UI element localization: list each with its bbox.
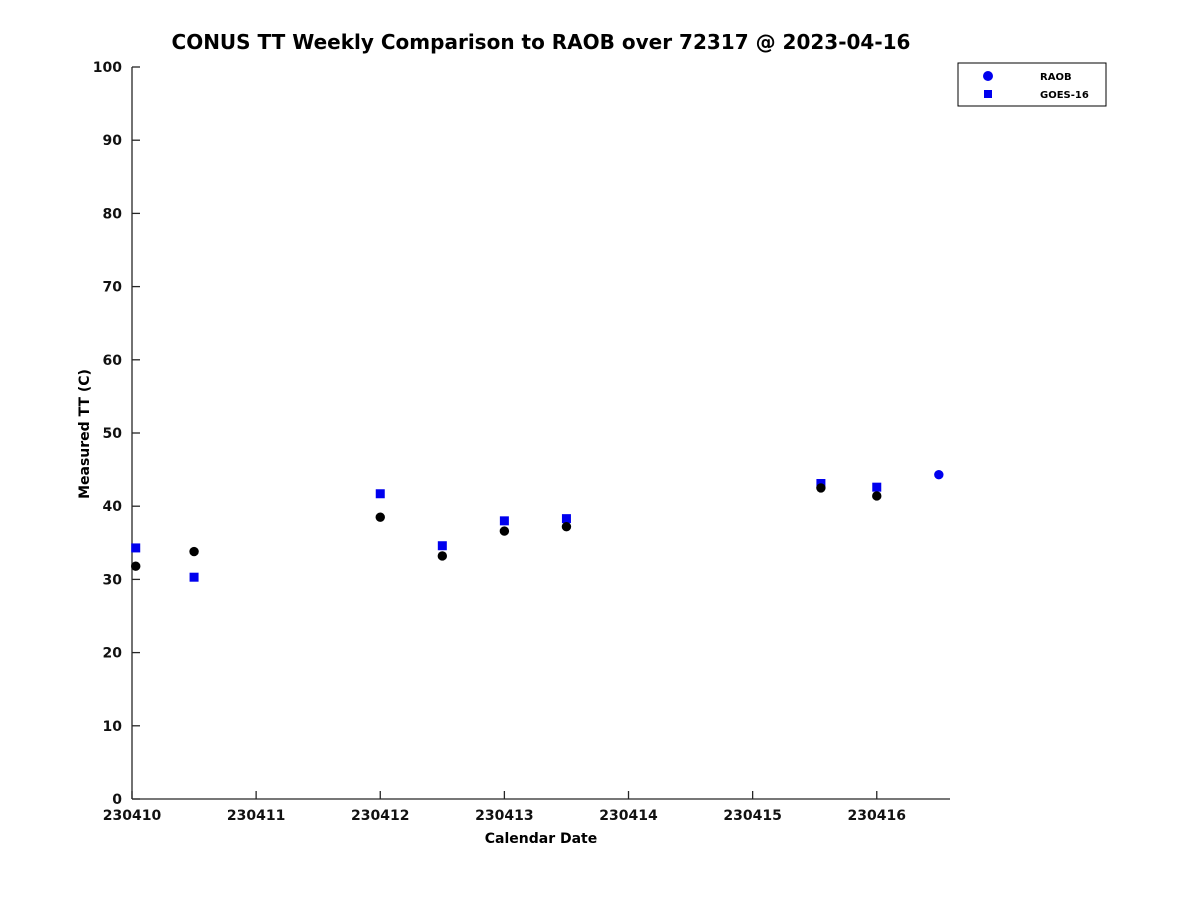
data-point (934, 470, 944, 480)
y-tick-label: 50 (103, 426, 123, 442)
data-point (499, 526, 510, 536)
y-tick-label: 70 (103, 280, 123, 296)
y-tick-label: 0 (112, 792, 122, 808)
y-tick-label: 10 (103, 719, 123, 735)
data-point (375, 489, 385, 499)
data-point (131, 543, 141, 553)
data-point (561, 521, 572, 532)
y-tick-label: 80 (103, 206, 123, 222)
x-tick-label: 230411 (227, 808, 285, 824)
legend: RAOB GOES-16 (957, 62, 1107, 107)
data-point (437, 551, 448, 561)
x-axis-label: Calendar Date (484, 831, 598, 847)
y-axis-ticks: 0 10 20 30 40 50 60 70 80 90 100 (93, 60, 140, 808)
data-point (437, 541, 447, 551)
y-tick-label: 40 (103, 499, 123, 515)
y-tick-label: 100 (93, 60, 122, 76)
legend-label: RAOB (1040, 72, 1072, 83)
data-point (189, 572, 199, 582)
y-tick-label: 60 (103, 353, 123, 369)
y-tick-label: 90 (103, 133, 123, 149)
data-point (561, 514, 571, 524)
x-tick-label: 230416 (848, 808, 906, 824)
y-tick-label: 20 (103, 646, 123, 662)
data-point (872, 491, 882, 501)
x-tick-label: 230410 (103, 808, 162, 824)
legend-marker-square (984, 90, 992, 98)
x-tick-label: 230412 (351, 808, 409, 824)
x-tick-label: 230413 (475, 808, 533, 824)
legend-marker-circle (983, 71, 993, 81)
legend-label: GOES-16 (1040, 90, 1089, 101)
data-point (189, 546, 199, 557)
y-tick-label: 30 (103, 572, 123, 588)
data-point (375, 512, 385, 522)
x-tick-label: 230414 (599, 808, 658, 824)
data-point (816, 483, 826, 493)
x-tick-label: 230415 (723, 808, 781, 824)
x-axis-ticks: 230410 230411 230412 230413 230414 230415 2304… (103, 791, 906, 824)
chart-title: CONUS TT Weekly Comparison to RAOB over … (171, 30, 911, 54)
series-RAOB (131, 470, 944, 571)
axes (131, 67, 950, 800)
data-point (499, 516, 509, 526)
data-point (872, 482, 882, 492)
legend-box (957, 62, 1107, 107)
data-point (131, 561, 141, 571)
